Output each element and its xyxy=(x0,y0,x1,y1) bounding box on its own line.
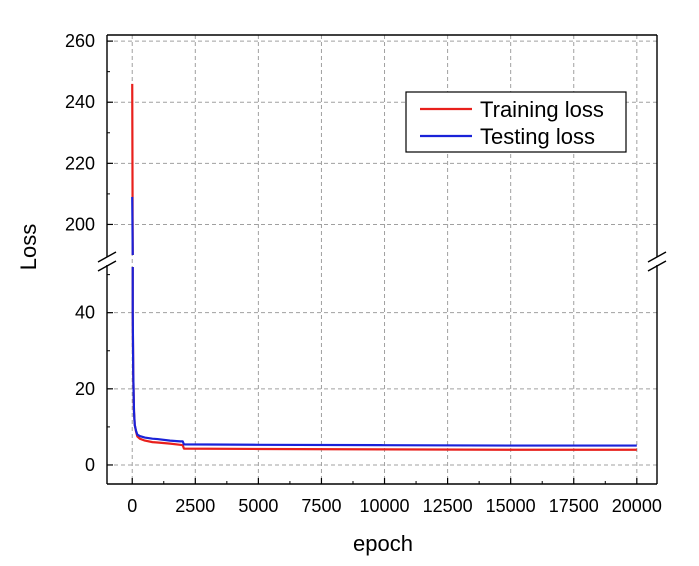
x-tick-label: 0 xyxy=(127,496,137,516)
y-tick-label: 220 xyxy=(65,153,95,173)
x-tick-label: 7500 xyxy=(301,496,341,516)
grid-layer xyxy=(107,35,657,484)
x-tick-label: 2500 xyxy=(175,496,215,516)
y-tick-label: 0 xyxy=(85,455,95,475)
series-layer xyxy=(131,83,637,451)
axis-break-mark-right xyxy=(647,251,667,263)
x-tick-label: 12500 xyxy=(423,496,473,516)
legend-label-training-loss: Training loss xyxy=(480,97,604,122)
y-tick-label: 200 xyxy=(65,214,95,234)
x-tick-label: 10000 xyxy=(359,496,409,516)
y-tick-label: 260 xyxy=(65,31,95,51)
x-axis-label: epoch xyxy=(353,531,413,556)
y-tick-label: 240 xyxy=(65,92,95,112)
x-tick-label: 20000 xyxy=(612,496,662,516)
x-tick-label: 15000 xyxy=(486,496,536,516)
tick-layer: 0 2500 5000 7500 10000 12500 15000 17500 20000 0 2… xyxy=(65,31,662,516)
axis-break-mark-left xyxy=(97,260,117,272)
legend-box xyxy=(405,91,627,153)
legend-label-testing-loss: Testing loss xyxy=(480,124,595,149)
x-tick-label: 17500 xyxy=(549,496,599,516)
y-tick-label: 20 xyxy=(75,379,95,399)
y-tick-label: 40 xyxy=(75,303,95,323)
axis-break-mark-right xyxy=(647,260,667,272)
axis-break-mark-left xyxy=(97,251,117,263)
frame-layer xyxy=(97,34,667,485)
y-axis-label: Loss xyxy=(16,224,41,270)
x-tick-label: 5000 xyxy=(238,496,278,516)
testing-loss-line xyxy=(131,196,637,447)
